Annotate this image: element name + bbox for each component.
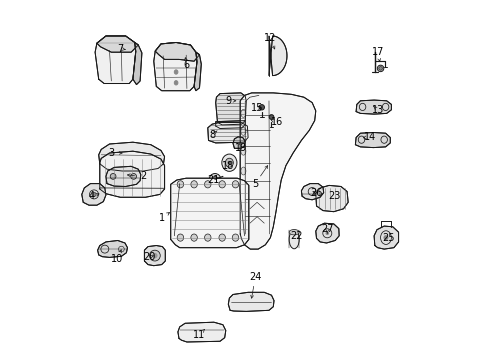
Text: 5: 5 [252, 179, 258, 189]
Ellipse shape [190, 181, 197, 188]
Text: 3: 3 [108, 148, 114, 158]
Text: 13: 13 [371, 105, 383, 115]
Ellipse shape [177, 234, 183, 241]
Polygon shape [144, 246, 165, 266]
Text: 17: 17 [371, 47, 383, 57]
Text: 4: 4 [88, 191, 94, 201]
Ellipse shape [225, 158, 233, 167]
Polygon shape [155, 42, 199, 61]
Ellipse shape [190, 234, 197, 241]
Text: 1: 1 [158, 213, 164, 223]
Ellipse shape [241, 147, 245, 155]
Text: 27: 27 [321, 224, 333, 234]
Text: 22: 22 [290, 231, 303, 241]
Polygon shape [106, 166, 141, 186]
Ellipse shape [241, 186, 245, 194]
Text: 2: 2 [140, 171, 146, 181]
Text: 26: 26 [310, 188, 322, 198]
Polygon shape [373, 226, 398, 249]
Ellipse shape [241, 167, 245, 175]
Text: 6: 6 [183, 60, 189, 70]
Polygon shape [153, 42, 197, 91]
Polygon shape [355, 132, 389, 148]
Ellipse shape [204, 234, 211, 241]
Polygon shape [355, 100, 390, 114]
Text: 12: 12 [263, 33, 275, 43]
Polygon shape [240, 93, 315, 249]
Ellipse shape [110, 174, 116, 179]
Text: 16: 16 [270, 117, 283, 127]
Ellipse shape [174, 81, 178, 85]
Polygon shape [315, 185, 347, 212]
Ellipse shape [227, 161, 231, 165]
Text: 8: 8 [208, 130, 215, 140]
Ellipse shape [149, 250, 160, 261]
Text: 14: 14 [364, 132, 376, 142]
Ellipse shape [259, 105, 264, 110]
Ellipse shape [268, 114, 273, 119]
Polygon shape [207, 122, 247, 143]
Ellipse shape [130, 174, 136, 179]
Text: 19: 19 [234, 143, 246, 153]
Polygon shape [178, 322, 225, 342]
Polygon shape [232, 137, 244, 148]
Polygon shape [99, 142, 164, 171]
Ellipse shape [325, 231, 328, 235]
Ellipse shape [241, 127, 245, 135]
Polygon shape [98, 240, 127, 257]
Ellipse shape [288, 230, 299, 249]
Ellipse shape [209, 174, 220, 185]
Text: 9: 9 [225, 96, 231, 106]
Ellipse shape [219, 181, 225, 188]
Ellipse shape [241, 109, 245, 117]
Text: 18: 18 [222, 161, 234, 171]
Ellipse shape [177, 181, 183, 188]
Polygon shape [301, 184, 323, 200]
Text: 7: 7 [117, 44, 123, 54]
Polygon shape [194, 52, 201, 91]
Ellipse shape [152, 253, 157, 258]
Text: 25: 25 [382, 233, 394, 243]
Ellipse shape [92, 192, 96, 197]
Ellipse shape [383, 235, 387, 240]
Polygon shape [268, 36, 286, 76]
Ellipse shape [241, 222, 245, 230]
Polygon shape [170, 178, 248, 248]
Polygon shape [215, 93, 246, 125]
Text: 21: 21 [207, 175, 220, 185]
Ellipse shape [232, 181, 238, 188]
Polygon shape [100, 151, 164, 197]
Ellipse shape [241, 205, 245, 213]
Polygon shape [133, 42, 142, 85]
Polygon shape [315, 223, 339, 243]
Ellipse shape [378, 67, 382, 70]
Text: 11: 11 [193, 330, 205, 340]
Ellipse shape [377, 65, 383, 72]
Ellipse shape [219, 234, 225, 241]
Text: 24: 24 [248, 272, 261, 282]
Polygon shape [81, 184, 106, 205]
Polygon shape [97, 36, 138, 52]
Polygon shape [95, 36, 136, 84]
Text: 10: 10 [110, 254, 122, 264]
Ellipse shape [204, 181, 211, 188]
Ellipse shape [174, 70, 178, 74]
Ellipse shape [288, 230, 299, 235]
Ellipse shape [232, 234, 238, 241]
Text: 20: 20 [142, 252, 155, 262]
Ellipse shape [222, 154, 237, 171]
Ellipse shape [212, 176, 218, 182]
Text: 23: 23 [327, 191, 340, 201]
Text: 15: 15 [250, 103, 263, 113]
Polygon shape [228, 292, 273, 311]
Polygon shape [215, 121, 244, 129]
